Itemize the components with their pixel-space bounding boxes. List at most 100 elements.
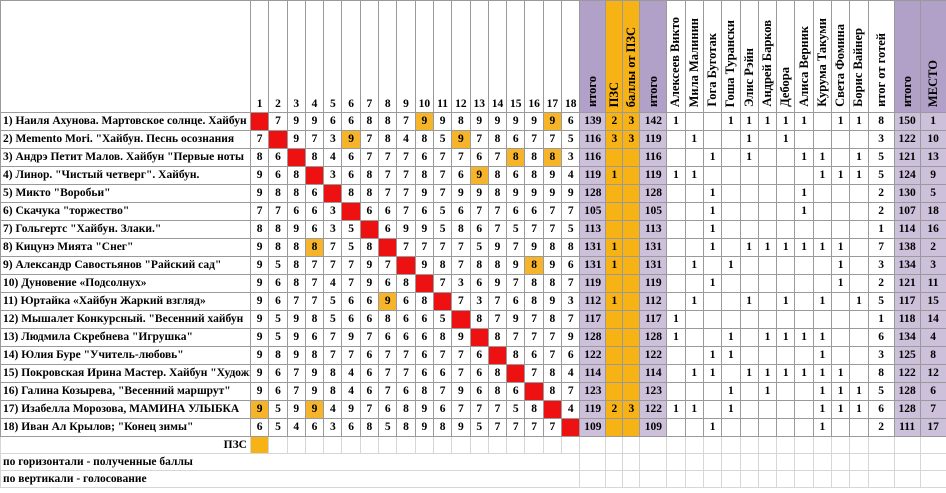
score-column-header: 12 <box>451 0 471 113</box>
score-cell: 7 <box>542 418 563 437</box>
score-cell: 8 <box>286 184 306 203</box>
entry-name: 5) Микто "Воробьи" <box>0 184 251 203</box>
total2-cell: 114 <box>639 364 668 383</box>
vote-cell <box>757 310 778 329</box>
vote-cell: 1 <box>739 238 759 257</box>
vote-cell: 1 <box>739 292 759 311</box>
pzs-points-cell <box>622 256 641 275</box>
vote-cell: 1 <box>666 112 686 131</box>
score-cell: 5 <box>341 238 361 257</box>
score-cell: 6 <box>378 274 398 293</box>
score-cell: 6 <box>378 202 398 221</box>
score-cell: 7 <box>451 256 471 275</box>
vote-cell: 1 <box>849 148 869 167</box>
score-cell <box>506 364 526 383</box>
score-cell: 8 <box>341 184 361 203</box>
score-cell: 8 <box>432 328 453 347</box>
vote-cell <box>812 310 833 329</box>
vote-cell <box>849 184 869 203</box>
empty-cell <box>702 436 723 454</box>
score-cell: 7 <box>396 364 416 383</box>
score-cell: 7 <box>378 364 398 383</box>
vote-cell <box>776 274 796 293</box>
score-cell: 9 <box>414 400 434 419</box>
vote-cell <box>776 382 796 401</box>
empty-cell <box>579 453 607 471</box>
vote-cell: 1 <box>776 238 796 257</box>
vote-cell <box>721 220 741 239</box>
score-cell: 7 <box>378 256 398 275</box>
score-cell: 9 <box>378 292 398 311</box>
empty-cell <box>605 453 624 471</box>
score-cell: 5 <box>506 220 526 239</box>
score-cell: 6 <box>506 382 526 401</box>
pzs-cell <box>605 328 624 347</box>
score-cell: 7 <box>323 238 343 257</box>
final-total-cell: 128 <box>893 382 921 401</box>
score-cell: 8 <box>286 274 306 293</box>
score-cell: 7 <box>304 274 325 293</box>
voter-header-text: Алиса Верник <box>796 26 811 107</box>
score-cell: 7 <box>432 238 453 257</box>
vote-cell <box>739 400 759 419</box>
vote-cell: 1 <box>849 400 869 419</box>
table-row: 1) Наиля Ахунова. Мартовское солнце. Хай… <box>0 112 946 131</box>
empty-cell <box>831 453 851 471</box>
score-cell: 9 <box>451 130 471 149</box>
score-cell: 3 <box>561 148 581 167</box>
vote-cell <box>666 148 686 167</box>
score-cell: 9 <box>286 220 306 239</box>
vote-cell <box>702 166 723 185</box>
vote-cell: 1 <box>776 292 796 311</box>
vote-cell: 1 <box>702 418 723 437</box>
score-cell <box>561 418 581 437</box>
vote-total-cell: 5 <box>867 148 895 167</box>
pzs-cell <box>605 148 624 167</box>
final-total-cell: 130 <box>893 184 921 203</box>
empty-cell <box>893 470 921 488</box>
vote-cell: 1 <box>757 112 778 131</box>
vote-cell: 1 <box>684 130 704 149</box>
table-row: по вертикали - голосование <box>0 470 946 488</box>
vote-cell: 1 <box>794 202 814 221</box>
score-cell: 7 <box>396 166 416 185</box>
score-cell: 9 <box>469 112 489 131</box>
empty-cell <box>849 470 869 488</box>
vote-cell: 1 <box>776 112 796 131</box>
pzs-cell <box>605 184 624 203</box>
score-cell: 5 <box>323 292 343 311</box>
pzs-points-cell <box>622 238 641 257</box>
empty-cell <box>919 436 946 454</box>
total2-cell: 123 <box>639 382 668 401</box>
score-cell: 8 <box>561 238 581 257</box>
vote-cell <box>757 256 778 275</box>
score-cell: 8 <box>359 166 380 185</box>
score-cell: 4 <box>561 364 581 383</box>
vote-cell: 1 <box>849 382 869 401</box>
score-cell: 9 <box>469 184 489 203</box>
score-cell: 8 <box>524 256 544 275</box>
pzs-points-cell <box>622 364 641 383</box>
score-cell: 9 <box>249 238 270 257</box>
vote-cell <box>794 274 814 293</box>
score-cell: 9 <box>542 166 563 185</box>
empty-cell <box>757 470 778 488</box>
table-row: 6) Скачука "торжество" 7 7 6 6 3 6 6 7 6 5 6 7 7 6 6 7 7 1… <box>0 202 946 221</box>
empty-cell <box>831 470 851 488</box>
score-cell: 8 <box>286 256 306 275</box>
vote-cell <box>739 184 759 203</box>
score-cell: 8 <box>414 292 434 311</box>
score-cell: 7 <box>432 166 453 185</box>
score-cell: 8 <box>432 418 453 437</box>
score-cell: 5 <box>268 400 288 419</box>
score-cell: 8 <box>359 238 380 257</box>
score-cell: 9 <box>249 400 270 419</box>
vote-cell <box>831 418 851 437</box>
voter-header-text: Гога Буготак <box>705 33 720 107</box>
score-cell: 7 <box>378 166 398 185</box>
empty-cell <box>639 453 668 471</box>
table-row: 13) Людмила Скребнева "Игрушка" 9 5 9 6 7 9 7 6 6… <box>0 328 946 347</box>
empty-cell <box>579 470 607 488</box>
total-cell: 113 <box>579 220 607 239</box>
score-cell: 7 <box>524 310 544 329</box>
